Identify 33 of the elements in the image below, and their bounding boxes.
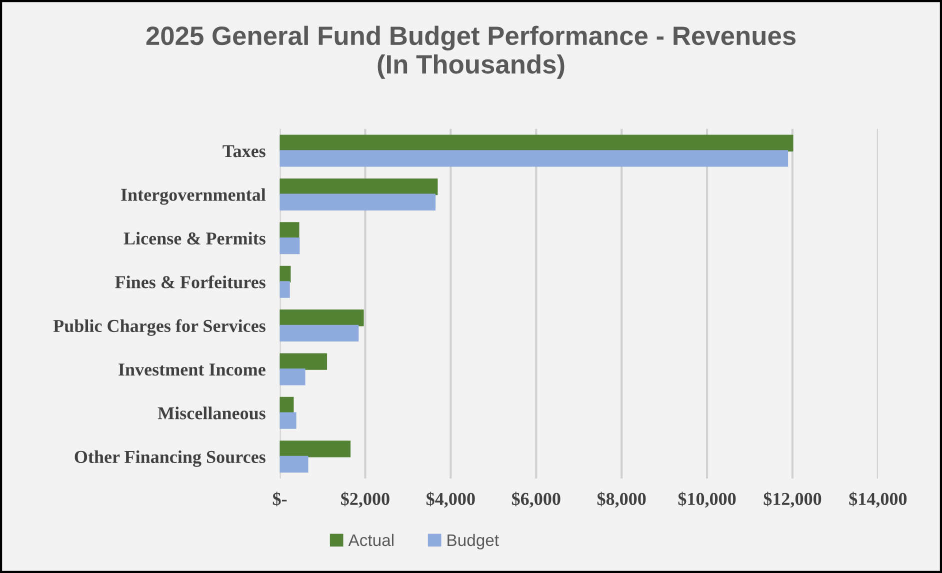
chart-title: 2025 General Fund Budget Performance - Revenues (In Thousands)	[146, 26, 796, 79]
x-tick-label: $14,000	[849, 492, 907, 508]
bar	[280, 440, 351, 458]
bar	[280, 237, 300, 254]
bar	[280, 310, 364, 326]
x-tick-label: $-	[272, 492, 287, 506]
x-tick-label: $10,000	[678, 492, 736, 508]
y-tick-label: Miscellaneous	[158, 406, 266, 420]
bar	[280, 324, 359, 342]
x-tick-label: $2,000	[341, 492, 390, 508]
x-tick-label: $6,000	[512, 492, 560, 508]
bar	[280, 353, 328, 370]
bar	[280, 150, 788, 167]
bar	[280, 134, 794, 152]
legend-label: Budget	[448, 534, 499, 550]
bar	[280, 368, 306, 386]
bar	[280, 456, 308, 473]
bar	[280, 222, 300, 239]
x-tick-label: $4,000	[426, 492, 475, 508]
y-tick-label: Fines & Forfeitures	[115, 275, 266, 288]
y-tick-label: Taxes	[222, 145, 266, 158]
y-tick-label: Other Financing Sources	[74, 450, 266, 467]
bar	[280, 412, 296, 429]
bar	[280, 194, 436, 210]
y-tick-label: License & Permits	[124, 232, 266, 245]
legend-label: Actual	[348, 534, 394, 546]
bar	[280, 178, 438, 196]
y-tick-label: Public Charges for Services	[53, 319, 266, 336]
x-tick-label: $8,000	[597, 492, 646, 508]
bar	[280, 281, 290, 298]
y-tick-label: Intergovernmental	[121, 188, 266, 205]
x-tick-label: $12,000	[764, 492, 822, 508]
y-tick-label: Investment Income	[118, 364, 266, 376]
